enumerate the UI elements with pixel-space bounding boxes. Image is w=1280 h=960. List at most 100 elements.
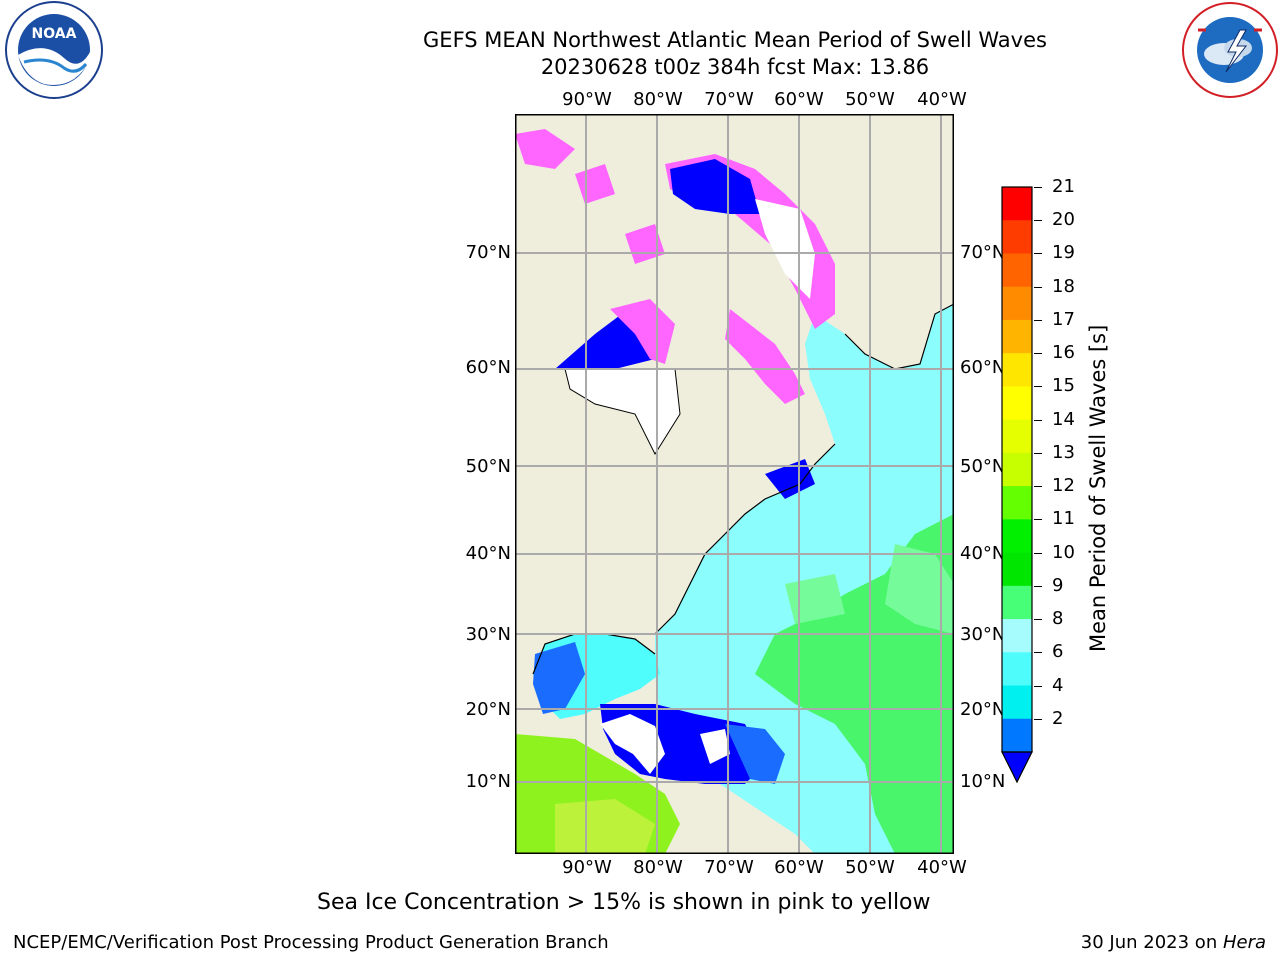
lat-label-left-60n: 60°N bbox=[465, 357, 511, 378]
mid-swell-patches bbox=[785, 544, 954, 634]
gulf-of-st-lawrence bbox=[765, 459, 815, 499]
colorbar-tick-mark bbox=[1034, 585, 1042, 587]
lon-label-top-80w: 80°W bbox=[633, 89, 683, 110]
lon-label-bottom-50w: 50°W bbox=[845, 857, 895, 878]
colorbar-segment bbox=[1002, 386, 1032, 421]
labrador-ice bbox=[725, 309, 805, 404]
colorbar-tick-mark bbox=[1034, 519, 1042, 521]
colorbar-tick-label: 4 bbox=[1052, 674, 1064, 696]
lat-label-left-20n: 20°N bbox=[465, 699, 511, 720]
map-frame bbox=[515, 114, 954, 854]
lat-label-right-20n: 20°N bbox=[960, 699, 1006, 720]
south-america-inner bbox=[555, 799, 655, 854]
footer-date: 30 Jun 2023 on bbox=[1080, 932, 1223, 953]
hudson-ice bbox=[610, 299, 675, 364]
colorbar-tick-mark bbox=[1034, 452, 1042, 454]
colorbar-tick-label: 14 bbox=[1052, 408, 1075, 430]
lon-label-top-90w: 90°W bbox=[562, 89, 612, 110]
caribbean-white bbox=[600, 714, 730, 774]
colorbar-segment bbox=[1002, 353, 1032, 387]
lat-label-right-50n: 50°N bbox=[960, 456, 1006, 477]
lat-label-right-60n: 60°N bbox=[960, 357, 1006, 378]
footer-right: 30 Jun 2023 on Hera bbox=[1081, 932, 1266, 953]
noaa-logo-text: NOAA bbox=[32, 26, 77, 42]
colorbar-tick-mark bbox=[1034, 353, 1042, 355]
footer-host: Hera bbox=[1222, 932, 1266, 953]
colorbar-tick-label: 18 bbox=[1052, 275, 1075, 297]
colorbar-segment bbox=[1002, 552, 1032, 587]
sea-ice-note: Sea Ice Concentration > 15% is shown in … bbox=[317, 890, 931, 915]
colorbar-segment bbox=[1002, 652, 1032, 687]
colorbar-tick-mark bbox=[1034, 685, 1042, 687]
lon-label-top-70w: 70°W bbox=[704, 89, 754, 110]
lon-label-bottom-40w: 40°W bbox=[917, 857, 967, 878]
lat-label-right-70n: 70°N bbox=[960, 242, 1006, 263]
colorbar-segment bbox=[1002, 452, 1032, 487]
colorbar-tick-label: 20 bbox=[1052, 209, 1075, 231]
colorbar-segment bbox=[1002, 419, 1032, 454]
map-panel bbox=[515, 114, 955, 854]
lat-label-right-10n: 10°N bbox=[960, 771, 1006, 792]
colorbar-tick-mark bbox=[1034, 187, 1042, 188]
nws-logo bbox=[1180, 0, 1280, 100]
colorbar-tick-mark bbox=[1034, 319, 1042, 321]
colorbar bbox=[1000, 186, 1036, 786]
colorbar-tick-mark bbox=[1034, 552, 1042, 554]
colorbar-tick-mark bbox=[1034, 652, 1042, 654]
lon-label-top-60w: 60°W bbox=[774, 89, 824, 110]
chart-subtitle: 20230628 t00z 384h fcst Max: 13.86 bbox=[540, 55, 930, 79]
lon-label-bottom-70w: 70°W bbox=[704, 857, 754, 878]
colorbar-tick-mark bbox=[1034, 486, 1042, 488]
colorbar-tick-label: 19 bbox=[1052, 242, 1075, 264]
colorbar-segment bbox=[1002, 519, 1032, 554]
colorbar-tick-mark bbox=[1034, 386, 1042, 388]
greenland-coastline bbox=[844, 303, 955, 370]
lon-label-top-50w: 50°W bbox=[845, 89, 895, 110]
lon-label-bottom-60w: 60°W bbox=[774, 857, 824, 878]
colorbar-tick-label: 11 bbox=[1052, 508, 1075, 530]
lon-label-bottom-80w: 80°W bbox=[633, 857, 683, 878]
colorbar-tick-mark bbox=[1034, 419, 1042, 421]
colorbar-frame bbox=[1001, 186, 1033, 753]
colorbar-segment bbox=[1002, 319, 1032, 354]
noaa-logo: NOAA bbox=[4, 0, 104, 100]
lat-label-right-30n: 30°N bbox=[960, 624, 1006, 645]
graticule bbox=[515, 114, 954, 854]
chart-title: GEFS MEAN Northwest Atlantic Mean Period… bbox=[423, 28, 1047, 52]
colorbar-tick-label: 8 bbox=[1052, 608, 1064, 630]
lat-label-left-40n: 40°N bbox=[465, 543, 511, 564]
colorbar-segment bbox=[1002, 253, 1032, 288]
colorbar-title: Mean Period of Swell Waves [s] bbox=[1086, 324, 1110, 652]
colorbar-tick-label: 16 bbox=[1052, 342, 1075, 364]
colorbar-tick-label: 2 bbox=[1052, 707, 1064, 729]
colorbar-segment bbox=[1002, 486, 1032, 520]
colorbar-tick-label: 12 bbox=[1052, 475, 1075, 497]
lat-label-left-10n: 10°N bbox=[465, 771, 511, 792]
colorbar-segment bbox=[1002, 685, 1032, 720]
map-canvas bbox=[515, 114, 955, 854]
colorbar-tick-label: 15 bbox=[1052, 375, 1075, 397]
lat-label-left-50n: 50°N bbox=[465, 456, 511, 477]
lon-label-top-40w: 40°W bbox=[917, 89, 967, 110]
east-coast-coastline bbox=[654, 443, 836, 635]
colorbar-segment bbox=[1002, 187, 1032, 221]
colorbar-tick-label: 17 bbox=[1052, 308, 1075, 330]
colorbar-tick-label: 21 bbox=[1052, 176, 1075, 197]
colorbar-under-triangle bbox=[1001, 751, 1033, 784]
baffin-calm bbox=[670, 159, 760, 214]
lat-label-left-30n: 30°N bbox=[465, 624, 511, 645]
lat-label-left-70n: 70°N bbox=[465, 242, 511, 263]
lon-label-bottom-90w: 90°W bbox=[562, 857, 612, 878]
colorbar-tick-mark bbox=[1034, 253, 1042, 255]
colorbar-tick-mark bbox=[1034, 718, 1042, 720]
colorbar-segment bbox=[1002, 220, 1032, 254]
arctic-ice-patches bbox=[515, 129, 665, 264]
colorbar-tick-label: 13 bbox=[1052, 441, 1075, 463]
colorbar-segment bbox=[1002, 619, 1032, 653]
gulf-calm-area bbox=[533, 642, 585, 714]
colorbar-segment bbox=[1002, 718, 1032, 753]
colorbar-tick-label: 9 bbox=[1052, 574, 1064, 596]
colorbar-tick-label: 10 bbox=[1052, 541, 1075, 563]
colorbar-tick-mark bbox=[1034, 286, 1042, 288]
hudson-white bbox=[564, 368, 681, 456]
